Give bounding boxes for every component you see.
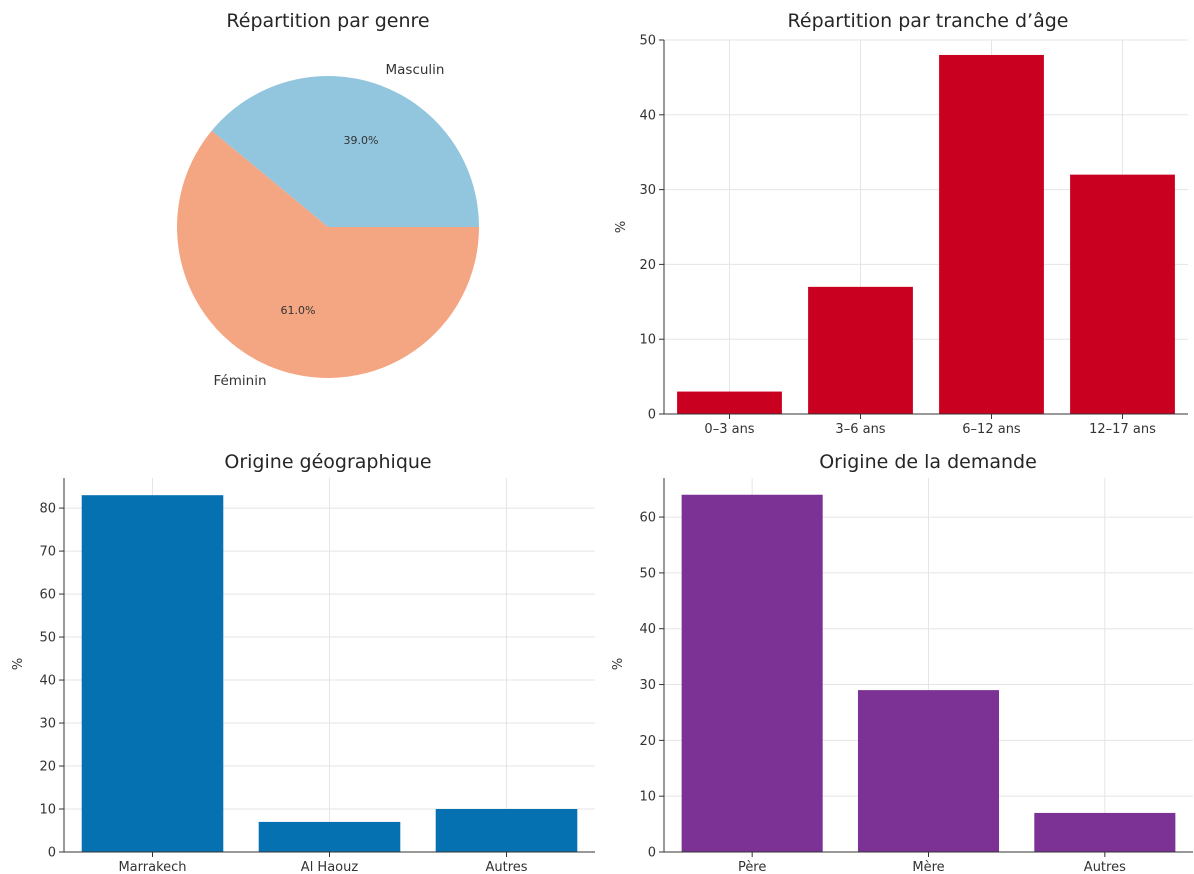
geo-ytick-label: 60 <box>39 588 56 603</box>
request-xtick-label: Père <box>738 860 766 874</box>
request-xtick-label: Autres <box>1084 860 1126 874</box>
request-chart-ylabel: % <box>611 658 626 670</box>
pie-pct-masculin: 39.0% <box>344 134 379 147</box>
geo-ytick-label: 40 <box>39 674 56 689</box>
pie-pct-feminin: 61.0% <box>281 304 316 317</box>
age-xtick-label: 6–12 ans <box>962 422 1021 437</box>
geo-xtick-label: Autres <box>485 860 527 874</box>
age-xtick-label: 12–17 ans <box>1089 422 1156 437</box>
age-bar <box>1070 174 1175 414</box>
geo-bar <box>435 809 578 852</box>
age-xtick-label: 0–3 ans <box>704 422 754 437</box>
age-bar <box>808 286 913 414</box>
request-chart-title: Origine de la demande <box>819 451 1037 473</box>
request-bar <box>681 494 823 852</box>
gender-pie-chart: Répartition par genre Masculin Féminin 3… <box>176 10 480 389</box>
age-xtick-label: 3–6 ans <box>835 422 885 437</box>
geo-xtick-label: Al Haouz <box>301 860 359 874</box>
geo-ytick-label: 10 <box>39 803 56 818</box>
geo-bar <box>81 495 224 852</box>
geo-ytick-label: 20 <box>39 760 56 775</box>
age-ytick-label: 10 <box>639 333 656 348</box>
geo-bar <box>258 821 401 852</box>
request-xtick-label: Mère <box>912 860 944 874</box>
pie-title: Répartition par genre <box>226 10 429 32</box>
geo-ytick-label: 70 <box>39 545 56 560</box>
request-bar-chart: Origine de la demande % 0 10 20 30 40 50 60 Pèr… <box>611 451 1193 874</box>
pie-slices <box>176 76 480 378</box>
pie-slice-masculin <box>211 76 479 228</box>
request-ytick-label: 50 <box>639 566 656 581</box>
request-ytick-label: 0 <box>648 846 656 861</box>
request-ytick-label: 60 <box>639 511 656 526</box>
geo-ytick-label: 30 <box>39 717 56 732</box>
age-ytick-label: 30 <box>639 183 656 198</box>
request-ytick-label: 20 <box>639 734 656 749</box>
age-bar <box>677 391 782 414</box>
age-ytick-label: 50 <box>639 34 656 49</box>
pie-label-masculin: Masculin <box>386 62 445 78</box>
pie-label-feminin: Féminin <box>213 373 266 389</box>
age-plot-area: 0 10 20 30 40 50 0–3 ans 3–6 ans 6–12 ans 12–17 a… <box>639 34 1188 437</box>
geo-plot-area: 0 10 20 30 40 50 60 70 80 Marrakech Al Haouz Autres <box>39 478 595 874</box>
request-ytick-label: 30 <box>639 678 656 693</box>
geo-ytick-label: 50 <box>39 631 56 646</box>
age-chart-title: Répartition par tranche d’âge <box>788 10 1069 32</box>
age-chart-ylabel: % <box>614 221 629 233</box>
geo-ytick-label: 80 <box>39 502 56 517</box>
age-ytick-label: 20 <box>639 258 656 273</box>
request-ytick-label: 40 <box>639 622 656 637</box>
age-ytick-label: 40 <box>639 108 656 123</box>
geo-ytick-label: 0 <box>48 846 56 861</box>
age-bar <box>939 54 1044 415</box>
age-bar-chart: Répartition par tranche d’âge % 0 10 20 30 4… <box>614 10 1188 437</box>
geo-chart-ylabel: % <box>11 658 26 670</box>
pie-slice-feminin <box>176 130 480 378</box>
age-ytick-label: 0 <box>648 408 656 423</box>
request-ytick-label: 10 <box>639 790 656 805</box>
request-bar <box>857 690 1000 852</box>
geo-xtick-label: Marrakech <box>118 860 186 874</box>
request-bar <box>1034 812 1176 852</box>
geo-chart-title: Origine géographique <box>224 451 431 473</box>
request-plot-area: 0 10 20 30 40 50 60 Père Mère Autres <box>639 478 1193 874</box>
geo-bar-chart: Origine géographique % 0 10 20 30 40 50 60 70 80… <box>11 451 595 874</box>
